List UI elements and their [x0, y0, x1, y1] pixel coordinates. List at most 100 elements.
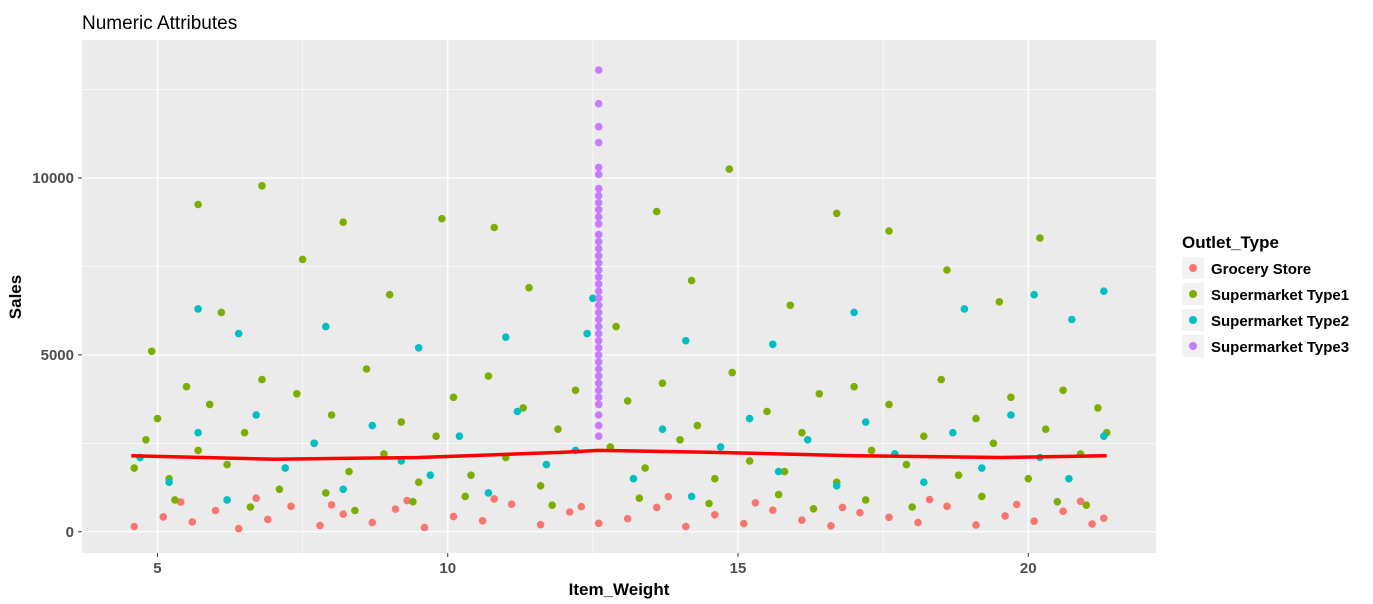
data-point	[1036, 234, 1044, 242]
axes: 5 10 15 20 0 5000 10000	[32, 170, 1036, 577]
data-point	[594, 122, 603, 131]
data-point	[205, 400, 214, 409]
y-tick-label: 0	[66, 524, 74, 541]
data-point	[142, 436, 150, 444]
data-point	[310, 439, 319, 448]
data-point	[1076, 497, 1085, 506]
data-point	[130, 522, 138, 531]
data-point	[954, 471, 963, 480]
data-point	[339, 218, 348, 226]
data-point	[885, 227, 893, 235]
data-point	[380, 450, 388, 458]
data-point	[972, 414, 980, 423]
data-point	[594, 365, 603, 373]
data-point	[316, 521, 324, 530]
plot-panel	[82, 40, 1156, 553]
data-point	[594, 351, 603, 359]
data-point	[682, 522, 690, 531]
data-point	[490, 495, 499, 503]
trend-line-group	[131, 448, 1107, 461]
data-point	[194, 428, 202, 437]
data-point	[774, 490, 783, 499]
data-point	[1094, 404, 1102, 412]
data-point	[769, 340, 777, 349]
data-point	[594, 191, 603, 200]
data-point	[234, 524, 243, 533]
data-point	[815, 390, 824, 398]
data-point	[322, 489, 330, 497]
data-point	[827, 522, 835, 530]
data-point	[252, 494, 260, 503]
trend-line	[131, 448, 1107, 461]
data-point	[461, 492, 470, 501]
data-point	[594, 252, 603, 260]
data-point	[798, 428, 806, 437]
data-point	[594, 213, 603, 221]
data-point	[211, 506, 220, 515]
data-point	[861, 418, 870, 426]
data-point	[594, 163, 603, 172]
data-point	[594, 315, 603, 324]
series-grocery-store	[130, 492, 1108, 533]
data-point	[217, 308, 226, 317]
data-point	[594, 138, 603, 147]
data-point	[902, 460, 911, 469]
data-point	[635, 494, 644, 503]
data-point	[194, 305, 202, 313]
data-point	[1065, 474, 1073, 483]
data-point	[432, 432, 440, 441]
data-point	[594, 294, 603, 303]
data-point	[548, 501, 556, 510]
data-point	[925, 495, 934, 504]
data-point	[658, 425, 667, 434]
data-point	[716, 443, 725, 451]
data-point	[594, 244, 603, 253]
data-point	[763, 407, 771, 416]
data-point	[153, 414, 162, 423]
data-point	[594, 308, 603, 317]
data-point	[745, 414, 754, 423]
data-point	[1059, 507, 1067, 516]
data-point	[594, 184, 603, 193]
data-point	[339, 510, 348, 518]
data-point	[594, 344, 603, 352]
data-point	[1053, 497, 1062, 506]
data-point	[850, 308, 858, 317]
legend-item-supermarket-type1: Supermarket Type1	[1182, 283, 1349, 305]
data-point	[803, 436, 812, 444]
data-point	[786, 301, 795, 310]
data-point	[293, 390, 301, 398]
data-point	[467, 471, 475, 480]
data-point	[322, 322, 330, 331]
data-point	[455, 432, 464, 441]
data-point	[832, 209, 841, 218]
data-point	[652, 503, 661, 512]
legend-label-grocery-store: Grocery Store	[1211, 261, 1311, 278]
data-point	[711, 474, 719, 483]
data-point	[397, 418, 406, 426]
data-point	[594, 358, 603, 366]
data-point	[725, 165, 734, 173]
data-point	[130, 464, 138, 472]
data-point	[542, 460, 551, 469]
data-point	[449, 512, 458, 521]
data-point	[281, 464, 290, 472]
data-point	[513, 407, 522, 416]
data-point	[838, 503, 847, 512]
data-point	[351, 506, 359, 515]
data-point	[740, 519, 748, 528]
data-point	[589, 294, 597, 303]
data-point	[798, 516, 806, 524]
x-tick-label: 15	[730, 560, 747, 577]
data-point	[629, 474, 638, 483]
data-point	[949, 428, 957, 437]
data-point	[414, 344, 423, 352]
data-point	[339, 485, 348, 494]
data-point	[362, 365, 371, 373]
data-point	[449, 393, 458, 402]
legend-item-grocery-store: Grocery Store	[1182, 257, 1311, 279]
data-point	[745, 457, 754, 465]
data-point	[536, 520, 545, 529]
data-point	[705, 499, 713, 508]
